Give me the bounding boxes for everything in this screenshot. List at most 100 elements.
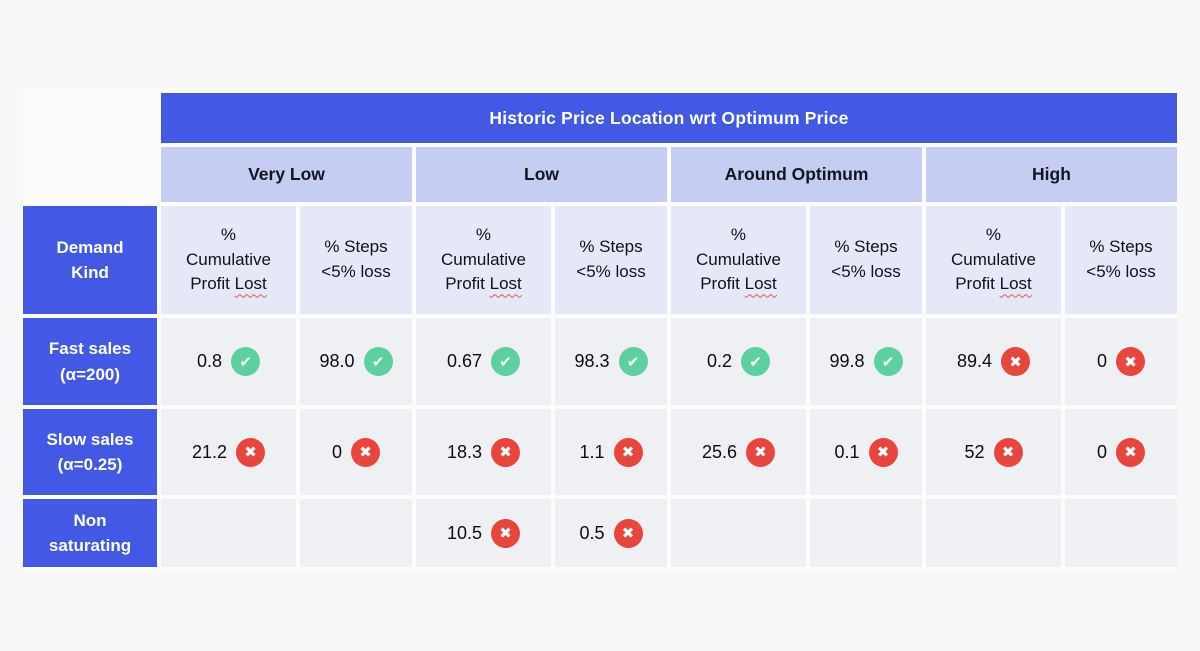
check-icon: ✔ (741, 347, 771, 376)
column-header-cumulative-profit-lost: % Cumulative Profit Lost (926, 206, 1061, 314)
cross-icon: ✖ (1001, 347, 1031, 376)
cell-value: 0.8 (196, 351, 223, 371)
cross-icon: ✖ (613, 518, 643, 548)
table-cell: 1.1 ✖ (555, 409, 667, 495)
table-cell-empty (926, 499, 1061, 567)
cross-icon: ✖ (613, 437, 643, 467)
column-header-steps-loss: % Steps <5% loss (1065, 206, 1177, 314)
cell-value: 98.0 (319, 351, 355, 371)
cell-value: 98.3 (574, 351, 610, 371)
table-cell: 99.8 ✔ (810, 318, 922, 405)
cell-value: 89.4 (956, 351, 993, 371)
table-cell: 10.5 ✖ (416, 499, 551, 567)
table-cell: 98.3 ✔ (555, 318, 667, 405)
table-cell: 52 ✖ (926, 409, 1061, 495)
check-icon: ✔ (491, 347, 521, 376)
column-header-text: Profit (190, 274, 230, 294)
cross-glyph: ✖ (244, 444, 257, 461)
cell-value: 52 (964, 441, 985, 462)
cross-glyph: ✖ (1009, 353, 1022, 371)
table-cell-empty (671, 499, 806, 567)
cell-value: 99.8 (829, 351, 865, 371)
cell-value: 0 (1096, 351, 1107, 371)
table-cell: 0.1 ✖ (810, 409, 922, 495)
table-cell: 0 ✖ (1065, 318, 1177, 405)
table-row-slow-sales: Slow sales (α=0.25) 21.2 ✖ 0 ✖ 18.3 ✖ 1.… (23, 409, 1177, 495)
table-cell-empty (300, 499, 412, 567)
cross-glyph: ✖ (1124, 353, 1137, 371)
table-title: Historic Price Location wrt Optimum Pric… (161, 93, 1177, 143)
cross-glyph: ✖ (499, 525, 512, 542)
column-header-cumulative-profit-lost: % Cumulative Profit Lost (161, 206, 296, 314)
group-header-low: Low (416, 147, 667, 202)
cell-value: 0.2 (706, 351, 733, 371)
column-header-text: Cumulative (695, 249, 782, 269)
table-cell: 21.2 ✖ (161, 409, 296, 495)
column-header-text: <5% loss (576, 262, 646, 281)
column-header-text: Cumulative (185, 249, 272, 269)
column-header-text: % (475, 225, 492, 245)
table-cell: 0.5 ✖ (555, 499, 667, 567)
cell-value: 1.1 (579, 441, 605, 462)
column-header-text-misspelled: Lost (999, 274, 1032, 294)
table-cell: 18.3 ✖ (416, 409, 551, 495)
check-icon: ✔ (231, 347, 261, 376)
table-row-fast-sales: Fast sales (α=200) 0.8 ✔ 98.0 ✔ 0.67 ✔ 9… (23, 318, 1177, 405)
cross-glyph: ✖ (621, 444, 635, 461)
main-header-row: Historic Price Location wrt Optimum Pric… (23, 93, 1177, 143)
table-cell: 0 ✖ (1065, 409, 1177, 495)
column-header-text-misspelled: Lost (489, 274, 522, 294)
cross-glyph: ✖ (876, 444, 890, 461)
cell-value: 0.67 (446, 351, 483, 371)
column-header-cumulative-profit-lost: % Cumulative Profit Lost (671, 206, 806, 314)
column-header-text: % Steps (579, 237, 643, 257)
cell-value: 0.5 (579, 522, 605, 543)
table-cell: 89.4 ✖ (926, 318, 1061, 405)
table-cell: 0 ✖ (300, 409, 412, 495)
row-label-fast-sales: Fast sales (α=200) (23, 318, 157, 405)
check-glyph: ✔ (626, 353, 640, 371)
column-header-text: % Steps (324, 237, 388, 257)
table-cell: 0.8 ✔ (161, 318, 296, 405)
cross-icon: ✖ (236, 437, 266, 467)
corner-spacer (23, 147, 157, 202)
column-header-text: % (985, 225, 1002, 245)
row-label-non-saturating: Non saturating (23, 499, 157, 567)
cross-icon: ✖ (351, 437, 380, 467)
table-row-non-saturating: Non saturating 10.5 ✖ 0.5 ✖ (23, 499, 1177, 567)
cell-value: 21.2 (191, 441, 228, 462)
column-header-text-misspelled: Lost (234, 274, 267, 294)
cross-glyph: ✖ (359, 444, 372, 461)
column-header-text: Profit (955, 274, 995, 294)
check-icon: ✔ (363, 347, 393, 376)
cell-value: 18.3 (446, 441, 483, 462)
cell-value: 0 (331, 441, 342, 462)
corner-spacer (23, 93, 157, 143)
column-header-cumulative-profit-lost: % Cumulative Profit Lost (416, 206, 551, 314)
column-header-text: Cumulative (440, 249, 527, 269)
cross-glyph: ✖ (1001, 444, 1015, 461)
column-header-steps-loss: % Steps <5% loss (300, 206, 412, 314)
group-header-around-optimum: Around Optimum (671, 147, 922, 202)
cross-icon: ✖ (1116, 437, 1145, 467)
check-icon: ✔ (873, 347, 903, 376)
group-header-very-low: Very Low (161, 147, 412, 202)
cross-glyph: ✖ (754, 444, 767, 461)
group-header-row: Very Low Low Around Optimum High (23, 147, 1177, 202)
table-cell-empty (810, 499, 922, 567)
column-header-text: <5% loss (831, 262, 901, 281)
column-header-text: Profit (700, 274, 740, 294)
column-header-text: % (730, 225, 747, 245)
column-header-steps-loss: % Steps <5% loss (810, 206, 922, 314)
cross-icon: ✖ (491, 437, 521, 467)
check-glyph: ✔ (749, 353, 762, 371)
table-cell: 0.2 ✔ (671, 318, 806, 405)
column-header-text: % Steps (1089, 237, 1153, 257)
check-icon: ✔ (618, 347, 648, 376)
check-glyph: ✔ (371, 353, 385, 371)
column-header-row: Demand Kind % Cumulative Profit Lost % S… (23, 206, 1177, 314)
check-glyph: ✔ (881, 353, 895, 371)
cross-glyph: ✖ (499, 444, 512, 461)
column-header-text: Cumulative (950, 249, 1037, 269)
cross-glyph: ✖ (621, 525, 635, 542)
